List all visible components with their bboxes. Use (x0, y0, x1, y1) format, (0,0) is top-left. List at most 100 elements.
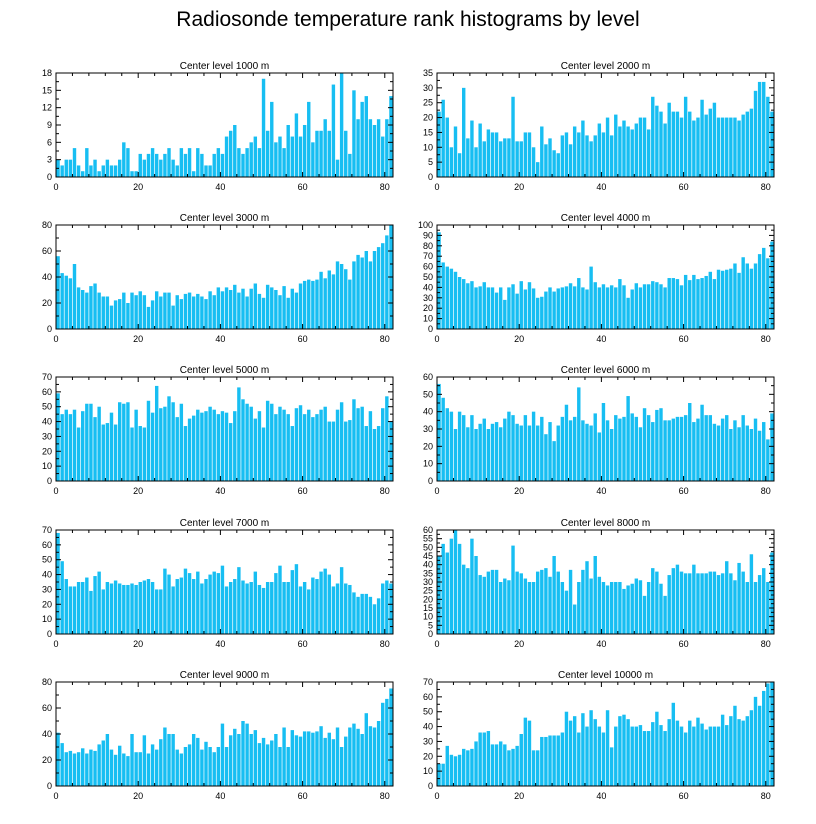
bar (302, 125, 307, 177)
x-tick-label: 60 (298, 486, 308, 496)
x-tick-label: 0 (434, 486, 439, 496)
x-tick-label: 40 (215, 486, 225, 496)
bar (138, 291, 142, 329)
bar (556, 571, 560, 634)
bar (89, 749, 93, 786)
x-tick-label: 20 (133, 639, 143, 649)
y-tick-label: 55 (423, 534, 433, 544)
bar (101, 296, 105, 329)
bar (142, 427, 147, 481)
bar (220, 565, 225, 634)
bar (729, 429, 733, 481)
bar (470, 748, 474, 786)
bar (191, 579, 196, 634)
bar (228, 130, 233, 177)
bar (568, 144, 573, 177)
bar (659, 583, 663, 634)
bar (245, 723, 249, 786)
bar (663, 420, 667, 481)
y-tick-label: 30 (423, 424, 433, 434)
bar (208, 406, 212, 481)
y-tick-label: 0 (47, 629, 52, 639)
bar (224, 412, 229, 481)
bar (494, 569, 499, 634)
bar (749, 710, 754, 786)
bar (97, 744, 101, 786)
bar (523, 132, 528, 177)
bar (146, 306, 151, 329)
bar (327, 270, 332, 329)
bar (457, 277, 462, 329)
x-tick-label: 80 (380, 182, 390, 192)
bar (298, 283, 303, 329)
bar (200, 583, 204, 634)
bar (708, 571, 713, 634)
bar (753, 90, 758, 177)
bar (552, 291, 556, 329)
bar (737, 719, 741, 786)
y-tick-label: 5 (428, 620, 433, 630)
bar (253, 418, 258, 481)
bar (191, 171, 196, 177)
bar (712, 423, 717, 481)
bar (315, 279, 319, 329)
bar (700, 573, 704, 634)
bar (64, 579, 68, 634)
bar (511, 284, 515, 329)
bar (389, 688, 393, 786)
y-tick-label: 5 (428, 157, 433, 167)
bar (233, 579, 237, 634)
bar (307, 279, 311, 329)
bar (81, 290, 85, 329)
bar (241, 153, 245, 177)
bar (577, 732, 581, 786)
y-tick-label: 6 (47, 137, 52, 147)
bar (609, 747, 614, 786)
bar (97, 292, 101, 329)
bar (117, 583, 122, 634)
bar (344, 421, 348, 481)
y-tick-label: 10 (423, 314, 433, 324)
bar (441, 543, 445, 634)
bar (138, 752, 142, 786)
bar (245, 148, 249, 177)
bar (503, 299, 507, 329)
bar (441, 763, 445, 786)
bar (122, 142, 126, 177)
bar (572, 604, 577, 634)
bar (130, 583, 134, 634)
histogram-panel-1: Center level 1000 m 0 20 40 60 80 0 3 6 9 12 15 18 (42, 61, 394, 192)
bar (585, 726, 589, 786)
x-tick-label: 80 (761, 791, 771, 801)
bar (470, 281, 474, 329)
bar (376, 721, 381, 786)
bar (376, 598, 381, 634)
bar (105, 734, 110, 786)
bar (183, 426, 188, 481)
y-tick-label: 45 (423, 551, 433, 561)
bar (72, 753, 77, 786)
x-tick-label: 20 (514, 334, 524, 344)
y-tick-label: 0 (428, 324, 433, 334)
bar (224, 586, 229, 634)
bar (663, 595, 667, 634)
bar (753, 418, 758, 481)
bar (290, 136, 295, 177)
bar (741, 571, 745, 634)
bar (494, 132, 499, 177)
bar (511, 545, 515, 634)
bar (368, 726, 373, 786)
bar (204, 411, 208, 481)
bar (626, 297, 630, 329)
bar (548, 735, 552, 786)
bar (646, 415, 651, 481)
bar (511, 748, 515, 786)
bar (270, 582, 274, 634)
bar (257, 293, 262, 329)
bar (564, 132, 569, 177)
bar (253, 136, 258, 177)
bar (220, 723, 225, 786)
bar (381, 583, 385, 634)
y-tick-label: 25 (423, 586, 433, 596)
bar (593, 282, 597, 329)
